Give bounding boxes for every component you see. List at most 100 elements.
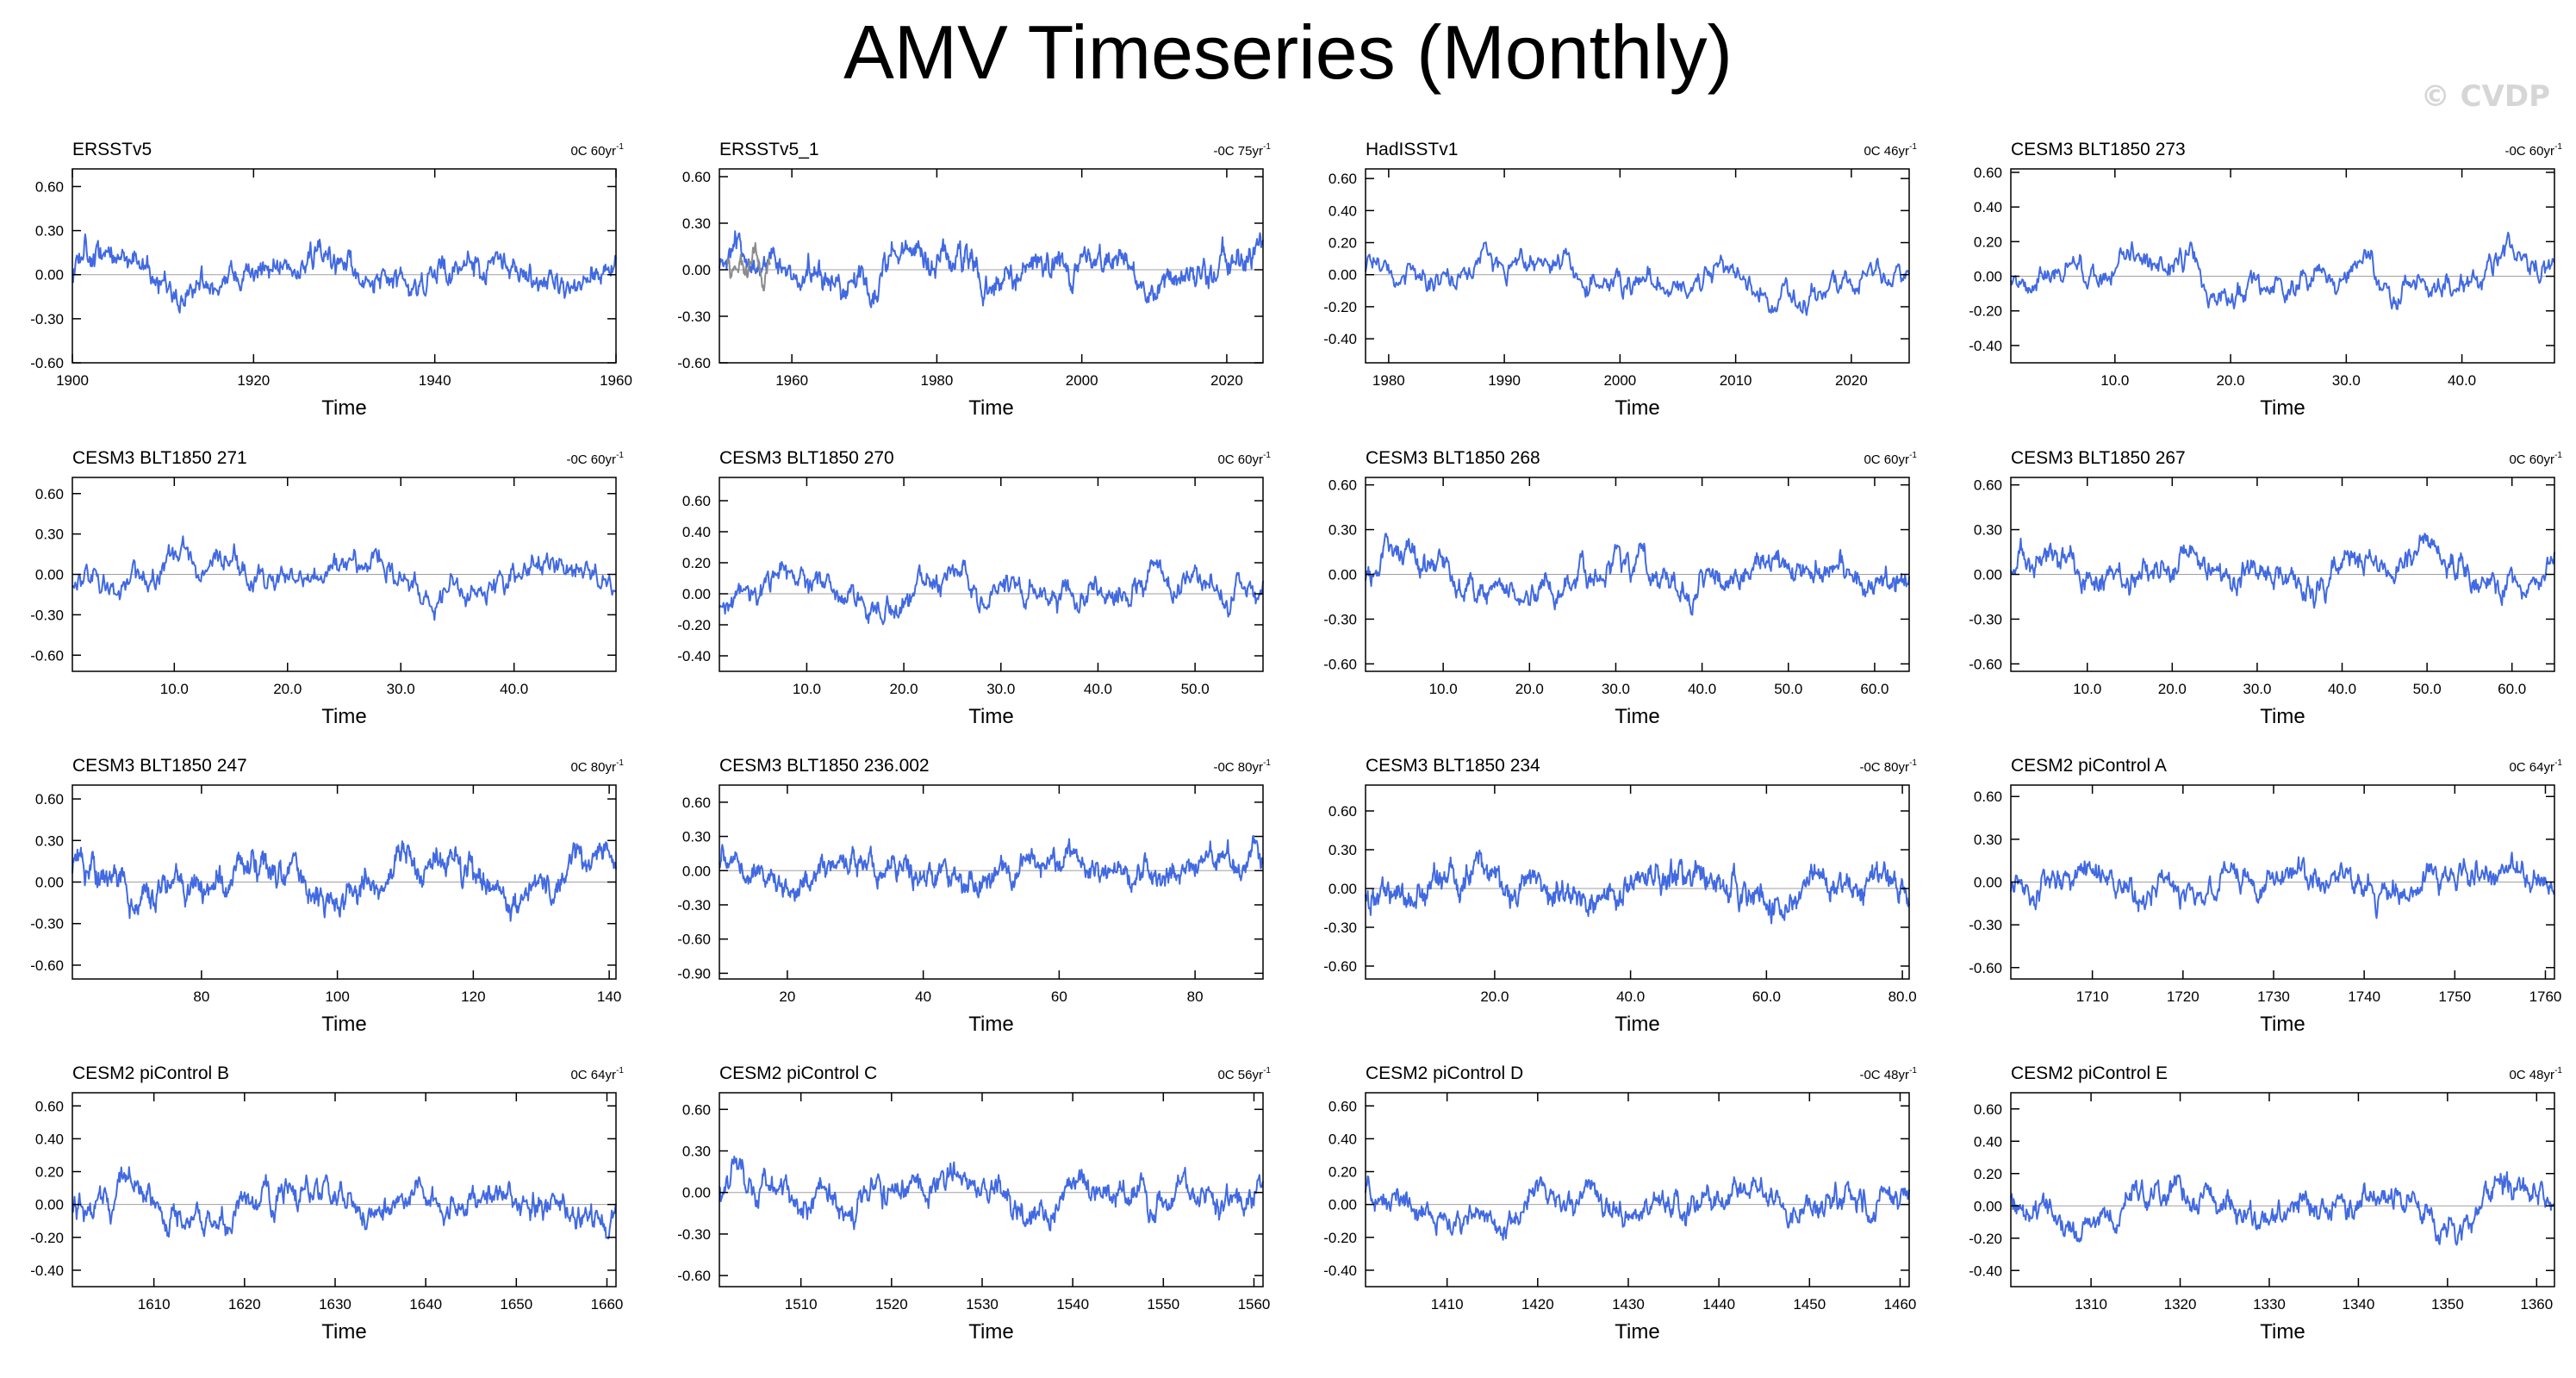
series-line-AMV	[719, 1156, 1264, 1231]
y-tick-label: 0.60	[1328, 1098, 1357, 1114]
y-tick-label: 0.30	[1974, 522, 2002, 539]
series-line-AMV	[72, 233, 617, 314]
panel-title: CESM2 piControl A	[2011, 756, 2167, 776]
x-axis-label: Time	[968, 705, 1013, 728]
trend-exponent: -1	[1909, 142, 1917, 152]
x-tick-label: 80	[193, 988, 209, 1005]
series-line-AMV	[1365, 241, 1910, 316]
y-tick-label: 0.20	[1974, 1166, 2002, 1182]
y-tick-label: 0.20	[1974, 234, 2002, 250]
panel-0: ERSSTv5 0C 60yr -10.600.300.00-0.30-0.6019…	[30, 140, 632, 420]
series-line-AMV	[1365, 1175, 1910, 1241]
series-line-AMV	[1365, 849, 1910, 925]
x-tick-label: 10.0	[2100, 372, 2129, 389]
y-tick-label: -0.20	[30, 1230, 64, 1246]
trend-exponent: -1	[616, 1066, 624, 1076]
panel-title: ERSSTv5	[72, 140, 152, 159]
y-tick-label: -0.20	[1323, 1230, 1357, 1246]
panel-9: CESM3 BLT1850 236.002 -0C 80yr -1 0.60 0.30 0…	[677, 756, 1271, 1036]
series-line-AMV	[2010, 231, 2555, 310]
y-tick-label: 0.00	[35, 875, 64, 891]
trend-label: -0C 80yr	[1213, 760, 1263, 775]
x-axis-label: Time	[1615, 1320, 1659, 1344]
y-tick-label: 0.20	[682, 555, 711, 571]
y-tick-label: -0.30	[677, 309, 711, 325]
y-tick-label: -0.60	[30, 957, 64, 974]
x-tick-label: 10.0	[793, 681, 821, 697]
y-tick-label: -0.60	[677, 1268, 711, 1284]
y-tick-label: 0.60	[682, 795, 711, 811]
trend-label: 0C 56yr	[1217, 1068, 1263, 1082]
trend-exponent: -1	[1263, 1066, 1271, 1076]
plot-frame	[2010, 1092, 2555, 1288]
y-tick-label: 0.00	[682, 863, 711, 879]
x-tick-label: 1980	[920, 372, 953, 389]
panel-title: HadISSTv1	[1366, 140, 1458, 159]
y-tick-label: 0.60	[682, 169, 711, 185]
y-tick-label: -0.60	[1323, 958, 1357, 975]
panel-7: CESM3 BLT1850 267 0C 60yr -1 0.60 0.30 0.00 -0…	[1969, 448, 2562, 728]
x-tick-label: 1900	[56, 372, 89, 389]
y-tick-label: -0.20	[1323, 299, 1357, 315]
y-tick-label: 0.00	[35, 567, 64, 583]
trend-exponent: -1	[1263, 758, 1271, 768]
trend-label: 0C 80yr	[570, 760, 616, 775]
trend-exponent: -1	[1909, 1066, 1917, 1076]
y-tick-label: 0.60	[1974, 165, 2002, 181]
trend-exponent: -1	[2554, 758, 2562, 768]
y-tick-label: -0.60	[677, 355, 711, 371]
y-tick-label: 0.40	[682, 524, 711, 540]
cvdp-watermark: © CVDP	[2420, 79, 2550, 114]
y-tick-label: 0.30	[682, 829, 711, 845]
y-tick-label: 0.40	[1328, 1131, 1357, 1147]
series-line-AMV	[2010, 1171, 2555, 1246]
y-tick-label: 0.40	[1328, 203, 1357, 219]
y-tick-label: 0.60	[1974, 477, 2002, 494]
x-tick-label: 30.0	[387, 681, 415, 697]
x-axis-label: Time	[321, 1013, 366, 1036]
y-tick-label: -0.30	[1969, 917, 2002, 933]
trend-label: -0C 60yr	[2504, 144, 2554, 159]
plot-frame	[1365, 1092, 1910, 1288]
y-tick-label: 0.60	[1974, 789, 2002, 805]
panel-title: CESM3 BLT1850 234	[1366, 756, 1540, 776]
panel-title: CESM3 BLT1850 270	[719, 448, 894, 468]
y-tick-label: 0.30	[1974, 832, 2002, 848]
y-tick-label: 0.40	[1974, 199, 2002, 215]
y-tick-label: 0.60	[35, 1098, 64, 1114]
panel-6: CESM3 BLT1850 268 0C 60yr -1 0.60 0.30 0.00 -0…	[1323, 448, 1917, 728]
panel-15: CESM2 piControl E 0C 48yr -1 0.60 0.40 0.20 0.…	[1969, 1063, 2562, 1344]
x-axis-label: Time	[1615, 396, 1659, 420]
x-tick-label: 1610	[138, 1296, 171, 1313]
plot-frame	[719, 1092, 1264, 1288]
x-tick-label: 40.0	[1084, 681, 1112, 697]
x-tick-label: 120	[461, 988, 485, 1005]
x-tick-label: 1440	[1702, 1296, 1735, 1313]
x-tick-label: 20.0	[1515, 681, 1544, 697]
series-line-secondary	[725, 241, 771, 292]
x-tick-label: 1520	[875, 1296, 908, 1313]
x-tick-label: 1540	[1056, 1296, 1089, 1313]
x-axis-label: Time	[968, 1013, 1013, 1036]
trend-label: 0C 60yr	[1864, 452, 1909, 467]
y-tick-label: 0.60	[35, 791, 64, 807]
y-tick-label: -0.30	[1969, 611, 2002, 627]
x-tick-label: 30.0	[986, 681, 1015, 697]
x-tick-label: 40.0	[2328, 681, 2356, 697]
x-tick-label: 1430	[1612, 1296, 1645, 1313]
x-tick-label: 1530	[966, 1296, 999, 1313]
x-tick-label: 1920	[237, 372, 270, 389]
x-tick-label: 60.0	[1860, 681, 1888, 697]
y-tick-label: 0.60	[35, 486, 64, 502]
panel-title: CESM3 BLT1850 236.002	[719, 756, 930, 776]
x-tick-label: 1650	[500, 1296, 532, 1313]
x-axis-label: Time	[1615, 705, 1659, 728]
y-tick-label: -0.60	[1969, 960, 2002, 976]
y-tick-label: 0.30	[35, 527, 64, 543]
y-tick-label: 0.00	[1328, 881, 1357, 897]
trend-label: -0C 75yr	[1213, 144, 1263, 159]
x-axis-label: Time	[968, 1320, 1013, 1344]
plot-frame	[719, 477, 1264, 672]
panel-title: ERSSTv5_1	[719, 140, 819, 159]
